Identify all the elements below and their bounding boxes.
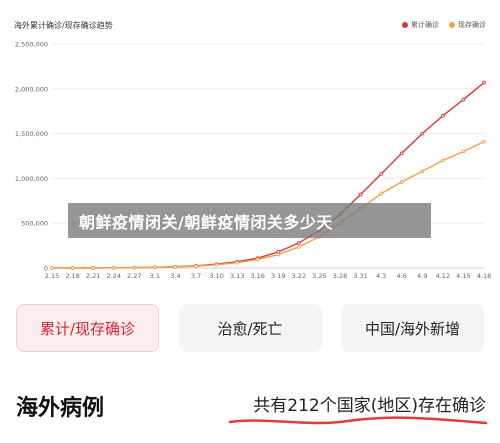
data-point [379,172,383,176]
data-point [420,131,425,136]
x-tick-label: 3.31 [353,272,367,280]
trend-chart-svg: 0 500,000 1,000,000 1,500,000 2,000,000 2,500… [15,41,491,281]
x-tick-label: 2.27 [127,272,141,280]
chart-tabs: 累计/现存确诊 治愈/死亡 中国/海外新增 [16,304,484,352]
y-tick-label: 500,000 [21,220,48,228]
data-point [461,97,466,102]
data-point [132,265,137,270]
tab-cumulative-current[interactable]: 累计/现存确诊 [16,304,159,352]
data-point [276,252,281,257]
data-point [441,113,445,118]
x-tick-label: 4.15 [456,272,470,280]
legend-dot-icon [402,22,408,28]
series-line-0 [51,81,485,269]
x-tick-label: 3.16 [250,272,264,280]
data-point [297,245,301,249]
data-point [153,265,157,270]
tab-china-overseas-new[interactable]: 中国/海外新增 [341,304,484,352]
x-tick-label: 2.15 [45,272,59,280]
x-tick-label: 2.18 [65,272,79,280]
y-tick-label: 0 [44,265,48,273]
legend-item-cumulative[interactable]: 累计确诊 [402,20,439,30]
section-title: 海外病例 [16,396,105,421]
y-tick-label: 1,500,000 [15,130,48,138]
legend-label-current: 现存确诊 [458,21,486,29]
x-tick-label: 3.25 [312,272,326,280]
x-tick-label: 4.9 [417,272,427,280]
data-point [420,169,425,174]
legend-item-current[interactable]: 现存确诊 [449,20,486,30]
section-summary: 共有212个国家(地区)存在确诊 [253,396,486,416]
data-point [235,260,239,265]
x-tick-label: 2.21 [86,272,100,280]
x-tick-label: 4.3 [376,272,386,280]
y-tick-label: 2,000,000 [15,85,48,93]
x-tick-label: 3.19 [271,272,285,280]
x-tick-label: 3.10 [209,272,223,280]
data-point [461,149,466,154]
x-tick-label: 2.24 [106,272,120,280]
tab-recovered-deaths[interactable]: 治愈/死亡 [178,304,322,352]
data-point [214,262,219,267]
x-tick-label: 3.1 [150,272,160,280]
data-point [194,264,198,269]
data-point [379,191,383,196]
hand-underline-decoration [228,416,488,425]
data-point [173,265,178,269]
data-point [297,241,301,245]
x-tick-label: 4.6 [397,272,407,280]
x-tick-label: 4.18 [477,272,491,280]
y-tick-label: 1,000,000 [15,175,48,183]
series-line-1 [51,141,485,269]
data-point [255,257,260,262]
data-point [70,266,75,270]
data-point [91,266,95,270]
data-point [482,80,486,85]
data-point [441,158,445,163]
x-tick-label: 3.28 [333,272,347,280]
x-tick-label: 4.12 [436,272,450,280]
data-point [399,180,404,184]
y-tick-label: 2,500,000 [15,41,48,49]
trend-chart: 0 500,000 1,000,000 1,500,000 2,000,000 2,500… [0,36,500,286]
x-tick-label: 3.13 [230,272,244,280]
data-point [482,139,486,144]
legend-dot-icon [449,22,455,28]
x-tick-label: 3.22 [292,272,306,280]
overlay-banner-text: 朝鲜疫情闭关/朝鲜疫情闭关多少天 [79,212,333,232]
chart-title: 海外累计确诊/现存确诊趋势 [14,21,113,30]
chart-legend: 累计确诊 现存确诊 [402,20,486,30]
x-tick-label: 3.4 [170,272,180,280]
data-point [358,192,363,197]
x-tick-label: 3.7 [191,272,201,280]
data-point [111,265,116,270]
legend-label-cumulative: 累计确诊 [411,21,439,29]
data-point [50,266,54,270]
data-point [399,151,404,156]
overlay-banner[interactable]: 朝鲜疫情闭关/朝鲜疫情闭关多少天 [68,203,431,238]
